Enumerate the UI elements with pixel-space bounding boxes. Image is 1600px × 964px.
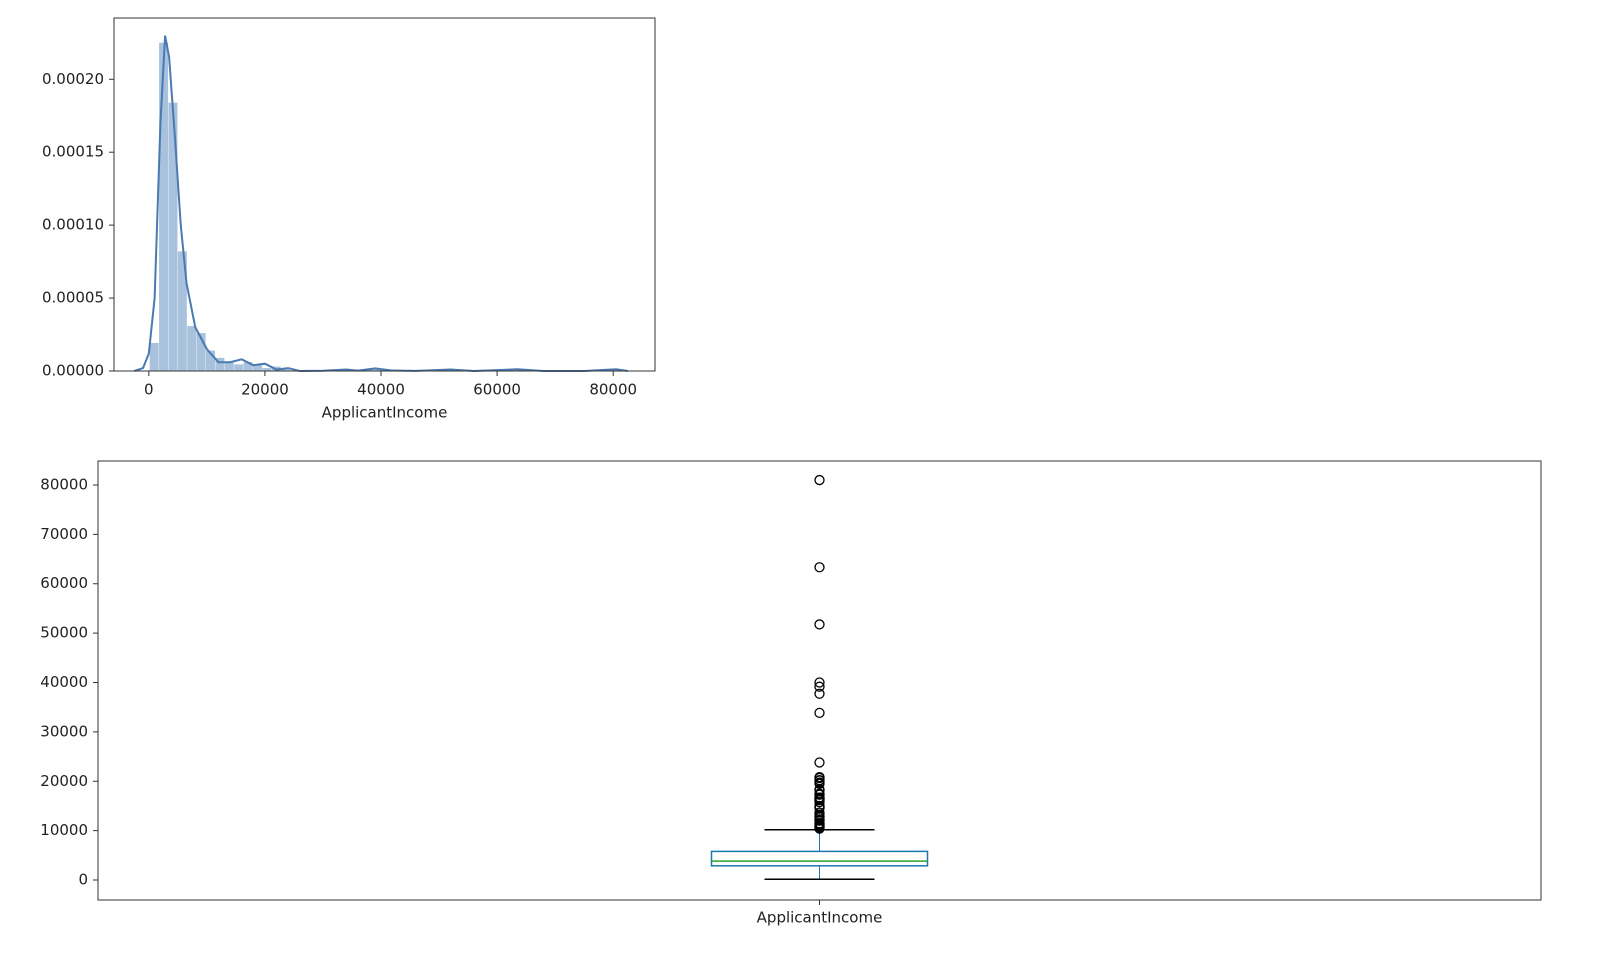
y-tick-label: 80000 — [40, 475, 88, 493]
y-tick-label: 40000 — [40, 673, 88, 691]
bar — [252, 365, 262, 371]
x-tick-label: 60000 — [473, 381, 521, 399]
y-tick-label: 20000 — [40, 772, 88, 790]
outlier — [814, 707, 825, 719]
bar — [365, 369, 375, 371]
y-tick-label: 0.00010 — [42, 216, 104, 234]
y-tick-label: 0.00005 — [42, 289, 104, 307]
outlier — [814, 807, 825, 818]
bar — [159, 42, 169, 372]
bar — [243, 362, 253, 371]
outlier — [814, 757, 825, 768]
outlier — [814, 677, 825, 688]
axes-frame — [113, 17, 656, 372]
bar — [374, 369, 384, 371]
y-tick-label: 50000 — [40, 624, 88, 642]
kde-line — [134, 35, 628, 373]
x-axis-label: ApplicantIncome — [322, 404, 448, 422]
outlier — [814, 688, 825, 699]
outlier — [814, 474, 825, 486]
axes-frame — [97, 460, 1542, 901]
y-tick-label: 0.00000 — [42, 362, 104, 380]
x-tick-label: 0 — [144, 381, 154, 399]
bar — [168, 102, 178, 371]
x-tick-label: 80000 — [589, 381, 637, 399]
x-tick-label: 40000 — [357, 381, 405, 399]
bar — [206, 350, 216, 371]
bar — [234, 364, 244, 371]
bar — [149, 342, 159, 371]
y-tick-label: 0.00020 — [42, 70, 104, 88]
outlier — [814, 562, 825, 573]
outlier — [814, 619, 825, 630]
y-tick-label: 0 — [78, 871, 88, 889]
bar — [196, 333, 206, 371]
box — [710, 850, 929, 867]
y-tick-label: 30000 — [40, 722, 88, 740]
outlier — [814, 771, 825, 783]
bar — [177, 251, 187, 371]
bar — [187, 326, 197, 371]
bar — [281, 369, 291, 371]
bar — [224, 362, 234, 371]
x-tick-label: ApplicantIncome — [757, 909, 883, 927]
bar — [215, 357, 225, 371]
outlier — [814, 792, 825, 803]
outlier — [814, 788, 825, 799]
bar — [262, 368, 272, 371]
x-tick-label: 20000 — [241, 381, 289, 399]
y-tick-label: 70000 — [40, 525, 88, 543]
y-tick-label: 0.00015 — [42, 143, 104, 161]
y-tick-label: 10000 — [40, 821, 88, 839]
outlier — [814, 681, 825, 692]
y-tick-label: 60000 — [40, 574, 88, 592]
